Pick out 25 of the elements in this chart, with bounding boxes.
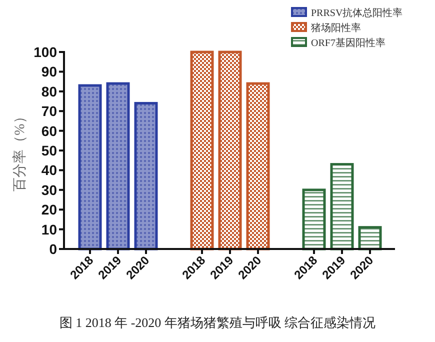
y-tick-label: 0 <box>49 241 58 257</box>
y-tick-label: 100 <box>34 44 58 60</box>
y-tick-label: 80 <box>41 83 58 100</box>
legend-label: 猪场阳性率 <box>311 22 361 34</box>
y-tick-label: 70 <box>41 103 58 120</box>
y-tick-label: 20 <box>41 202 58 218</box>
bar <box>330 163 354 250</box>
bar <box>190 50 214 250</box>
y-tick-label: 30 <box>41 182 58 198</box>
caption: 图 1 2018 年 -2020 年猪场猪繁殖与呼吸 综合征感染情况 <box>59 315 376 330</box>
y-tick-label: 40 <box>41 162 58 178</box>
bar <box>358 226 382 250</box>
bar <box>134 102 158 250</box>
legend-label: PRRSV抗体总阳性率 <box>311 7 403 19</box>
y-axis-title: 百分率（%） <box>12 110 28 192</box>
y-tick-label: 50 <box>41 142 58 158</box>
bar <box>246 82 270 250</box>
legend-label: ORF7基因阳性率 <box>311 37 386 49</box>
bar <box>302 188 326 250</box>
bar <box>218 50 242 250</box>
y-tick-label: 90 <box>41 64 58 80</box>
y-tick-label: 10 <box>41 221 58 238</box>
y-tick-label: 60 <box>41 122 58 139</box>
bar <box>106 82 130 250</box>
bar <box>78 84 102 250</box>
